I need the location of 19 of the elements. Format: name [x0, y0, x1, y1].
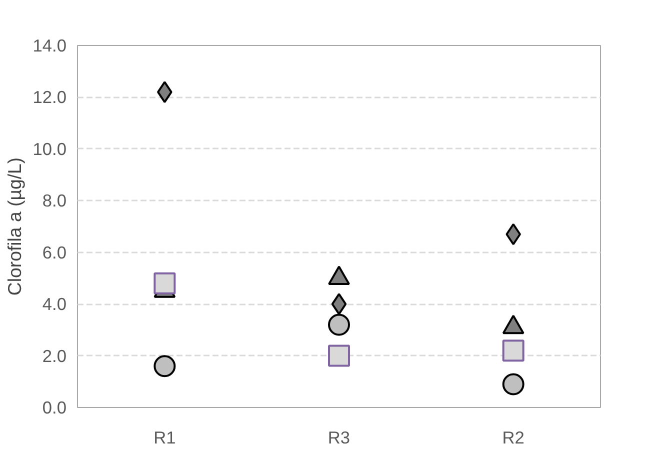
- y-tick-label: 6.0: [42, 242, 67, 262]
- y-tick-label: 4.0: [42, 294, 67, 314]
- x-tick-label: R2: [502, 428, 524, 448]
- y-tick-label: 2.0: [42, 346, 67, 366]
- point: [328, 344, 350, 367]
- x-tick-label: R3: [328, 428, 350, 448]
- y-tick-label: 12.0: [32, 87, 67, 108]
- y-tick-label: 14.0: [32, 36, 67, 56]
- point: [154, 272, 176, 294]
- point: [502, 373, 524, 396]
- y-axis-title: Clorofila a (µg/L): [4, 157, 25, 296]
- point: [502, 340, 524, 362]
- y-tick-label: 10.0: [32, 138, 67, 159]
- x-tick-label: R1: [154, 428, 176, 448]
- y-tick-label: 8.0: [42, 190, 67, 211]
- point: [154, 355, 176, 378]
- point: [331, 293, 347, 316]
- point: [328, 314, 350, 336]
- y-tick-label: 0.0: [42, 398, 67, 418]
